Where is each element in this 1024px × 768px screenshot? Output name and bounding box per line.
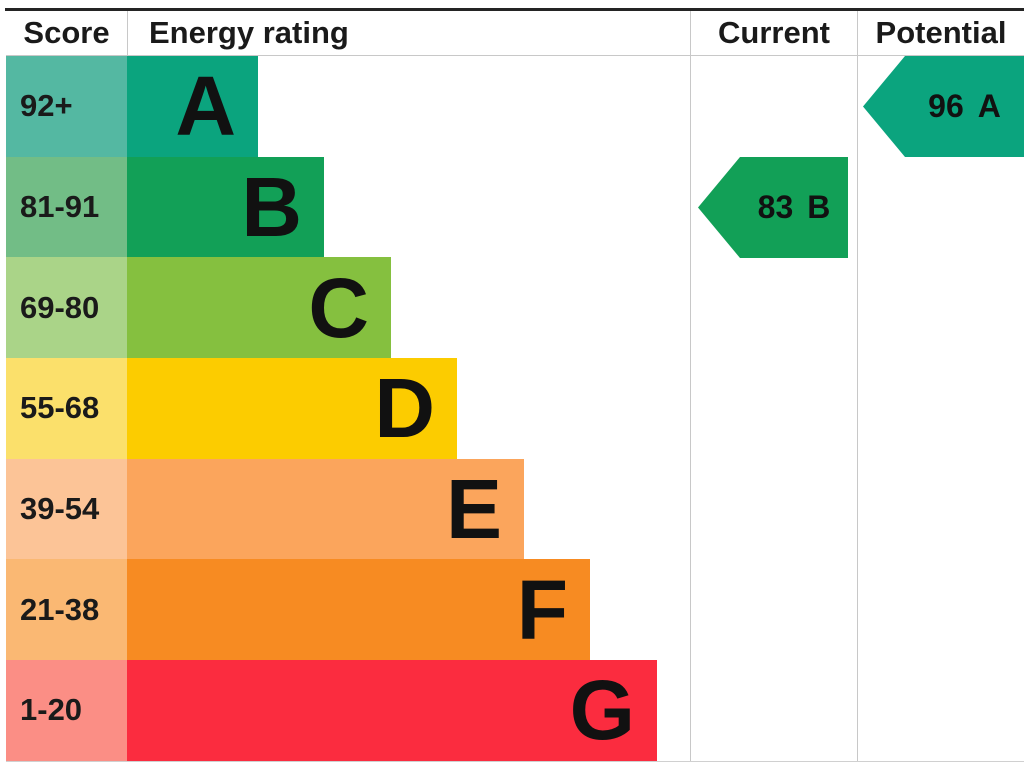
potential-rating-arrow: 96 A	[863, 56, 1024, 157]
band-score-range: 69-80	[6, 257, 127, 359]
potential-column-header: Potential	[875, 15, 1007, 50]
current-rating-arrow: 83 B	[698, 157, 848, 258]
current-band-letter: B	[807, 189, 831, 225]
band-bar-a: A	[127, 56, 258, 157]
band-row-d: 55-68 D	[6, 358, 1024, 459]
score-column-divider	[127, 11, 128, 55]
band-row-e: 39-54 E	[6, 458, 1024, 560]
band-row-c: 69-80 C	[6, 257, 1024, 359]
band-score-range: 1-20	[6, 660, 127, 761]
chart-top-border	[5, 8, 1024, 11]
arrow-shape	[863, 56, 1024, 157]
left-pointing-arrow-icon	[698, 157, 848, 258]
band-row-f: 21-38 F	[6, 559, 1024, 661]
potential-column-divider	[857, 11, 858, 762]
current-column-header: Current	[718, 15, 830, 50]
band-score-range: 92+	[6, 56, 127, 157]
band-bar-d: D	[127, 358, 457, 459]
band-bar-g: G	[127, 660, 657, 761]
band-score-range: 39-54	[6, 458, 127, 560]
arrow-shape	[698, 157, 848, 258]
potential-band-letter: A	[977, 88, 1001, 124]
chart-bottom-border	[6, 761, 1024, 762]
band-bar-f: F	[127, 559, 590, 661]
band-score-range: 55-68	[6, 358, 127, 459]
band-score-range: 21-38	[6, 559, 127, 661]
band-bar-c: C	[127, 257, 391, 359]
potential-rating-label: 96 A	[905, 56, 1024, 157]
band-row-b: 81-91 B	[6, 156, 1024, 258]
score-column-header: Score	[23, 15, 110, 50]
current-rating-label: 83 B	[740, 157, 848, 258]
band-bar-b: B	[127, 156, 324, 258]
current-score-value: 83	[757, 189, 794, 225]
band-bar-e: E	[127, 458, 524, 560]
band-score-range: 81-91	[6, 156, 127, 258]
energy-rating-column-header: Energy rating	[149, 15, 349, 50]
band-row-g: 1-20 G	[6, 660, 1024, 761]
potential-score-value: 96	[928, 88, 964, 124]
band-row-a: 92+ A	[6, 56, 1024, 157]
header-underline	[6, 55, 1024, 56]
left-pointing-arrow-icon	[863, 56, 1024, 157]
current-column-divider	[690, 11, 691, 762]
band-rows: 92+ A 81-91 B 69-80 C 55-68 D 39-54 E 21…	[6, 56, 1024, 761]
